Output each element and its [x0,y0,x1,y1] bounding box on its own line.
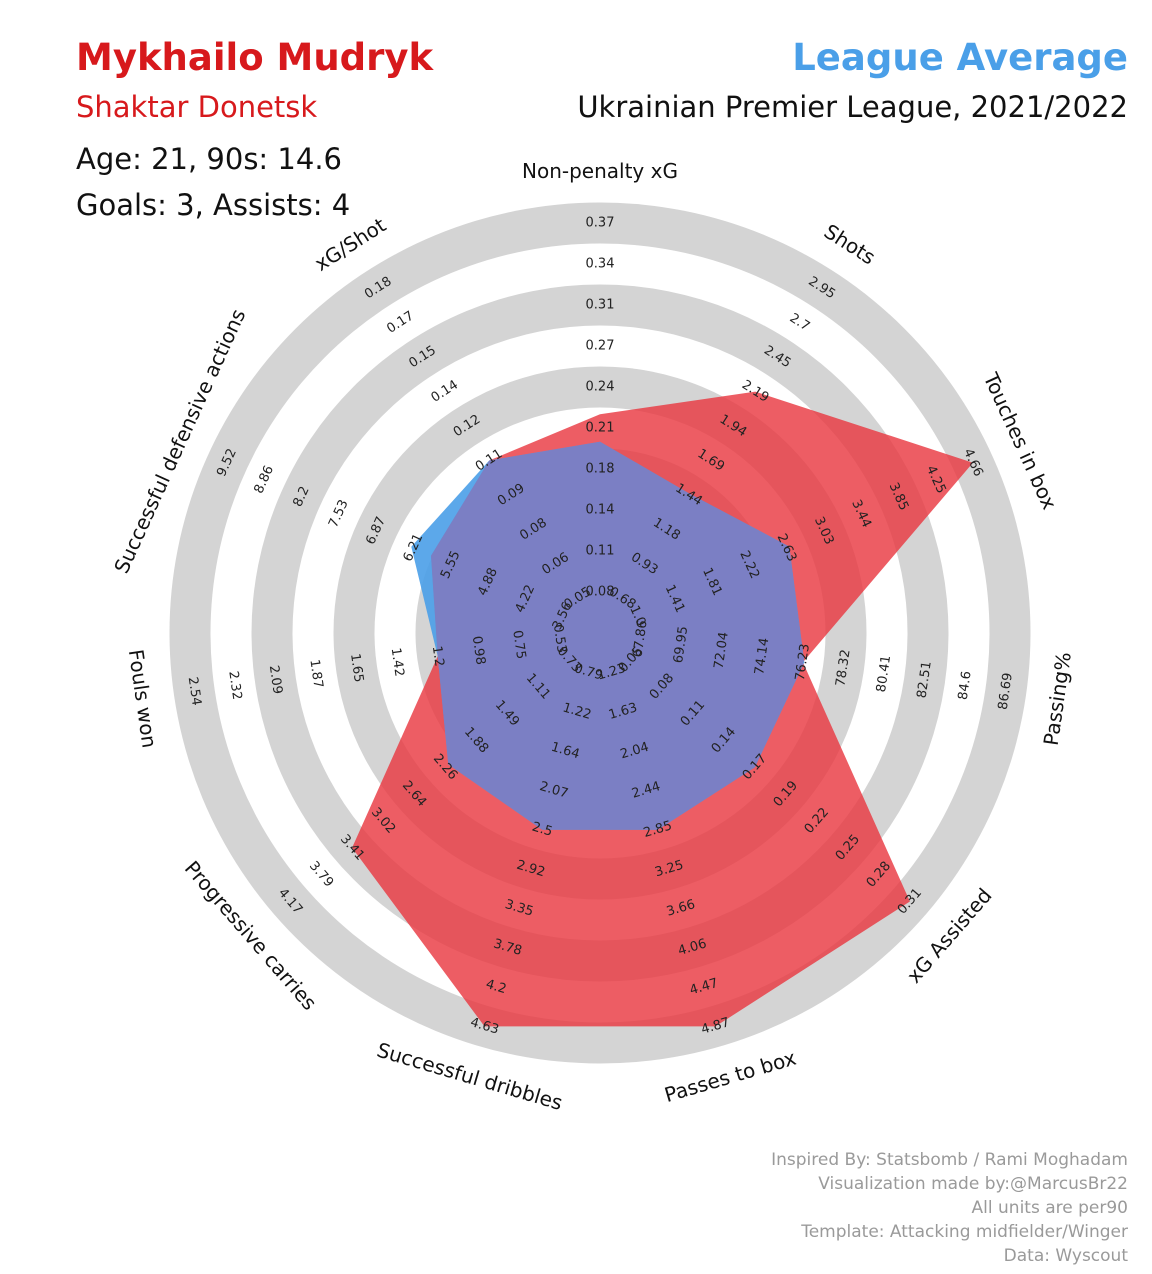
tick-label: 0.37 [586,216,615,231]
tick-label: 80.41 [874,654,894,693]
tick-label: 0.11 [586,544,615,559]
team-name: Shaktar Donetsk [76,90,318,124]
credit-line: Data: Wyscout [1003,1246,1128,1266]
tick-label: 2.32 [225,670,244,701]
tick-label: 82.51 [915,660,935,699]
tick-label: 4.2 [484,977,508,997]
overlap-polygon [411,441,805,830]
tick-label: 0.18 [586,462,615,477]
tick-label: 0.08 [586,585,615,600]
credits: Inspired By: Statsbomb / Rami Moghadam V… [771,1148,1128,1268]
tick-label: 1.42 [388,647,407,678]
credit-line: Template: Attacking midfielder/Winger [801,1222,1128,1242]
tick-label: 76.23 [793,643,813,682]
tick-label: 0.24 [586,380,615,395]
tick-label: 2.5 [530,820,554,840]
tick-label: 0.53 [550,623,569,654]
tick-label: 0.14 [586,503,615,518]
tick-label: 86.69 [996,672,1016,711]
tick-label: 74.14 [752,637,772,676]
axis-label: Fouls won [124,648,162,750]
tick-label: 1.2 [429,645,447,668]
tick-label: 84.6 [956,670,975,701]
credit-line: Visualization made by:@MarcusBr22 [818,1174,1128,1194]
comparison-title: League Average [792,36,1128,79]
goals-line: Goals: 3, Assists: 4 [76,188,351,222]
player-name: Mykhailo Mudryk [76,36,434,79]
axis-label: Non-penalty xG [522,159,678,183]
tick-label: 2.09 [266,664,285,695]
tick-label: 1.87 [306,658,325,689]
tick-label: 0.31 [586,298,615,313]
tick-label: 69.95 [671,625,691,664]
tick-label: 72.04 [712,631,732,670]
tick-label: 2.54 [185,676,204,707]
tick-label: 0.34 [586,257,615,272]
tick-label: 0.27 [586,339,615,354]
credit-line: All units are per90 [971,1198,1128,1218]
credit-line: Inspired By: Statsbomb / Rami Moghadam [771,1150,1128,1170]
age-line: Age: 21, 90s: 14.6 [76,142,342,176]
tick-label: 1.65 [347,653,366,684]
axis-label: Shots [820,219,880,269]
axis-label: Passing% [1039,650,1076,747]
tick-label: 0.21 [586,421,615,436]
tick-label: 0.98 [469,635,488,666]
tick-label: 67.86 [631,619,651,658]
tick-label: 0.75 [509,629,528,660]
tick-label: 78.32 [833,649,853,688]
league-season: Ukrainian Premier League, 2021/2022 [577,90,1128,124]
